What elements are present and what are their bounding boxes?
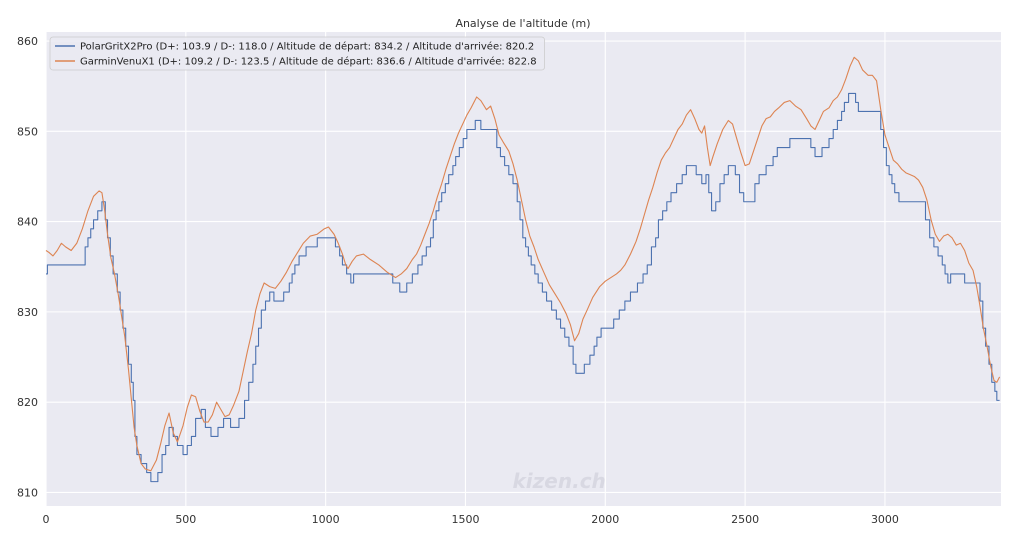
x-tick-label: 3000 <box>871 513 899 526</box>
y-tick-label: 820 <box>17 396 38 409</box>
x-tick-label: 1000 <box>312 513 340 526</box>
legend: PolarGritX2Pro (D+: 103.9 / D-: 118.0 / … <box>49 36 546 71</box>
x-tick-label: 0 <box>43 513 50 526</box>
x-axis-ticks: 0 500 1000 1500 2000 2500 3000 <box>43 513 899 526</box>
watermark-text: kizen.ch <box>513 469 606 493</box>
watermark: kizen.ch <box>513 469 606 493</box>
series-line-2 <box>45 56 1001 472</box>
x-tick-label: 1500 <box>451 513 479 526</box>
y-axis-ticks: 810 820 830 840 850 860 <box>17 35 38 499</box>
legend-box <box>49 36 546 71</box>
y-tick-label: 850 <box>17 125 38 138</box>
x-tick-label: 2500 <box>731 513 759 526</box>
y-tick-label: 830 <box>17 306 38 319</box>
legend-label: PolarGritX2Pro (D+: 103.9 / D-: 118.0 / … <box>80 41 534 53</box>
x-tick-label: 500 <box>175 513 196 526</box>
legend-label: GarminVenuX1 (D+: 109.2 / D-: 123.5 / Al… <box>80 56 537 68</box>
chart-title: Analyse de l'altitude (m) <box>455 17 590 30</box>
series-layer <box>45 56 1001 483</box>
series-line-1 <box>46 92 1000 483</box>
y-tick-label: 840 <box>17 216 38 229</box>
y-tick-label: 860 <box>17 35 38 48</box>
y-tick-label: 810 <box>17 486 38 499</box>
plot-area <box>46 32 1001 506</box>
x-tick-label: 2000 <box>591 513 619 526</box>
